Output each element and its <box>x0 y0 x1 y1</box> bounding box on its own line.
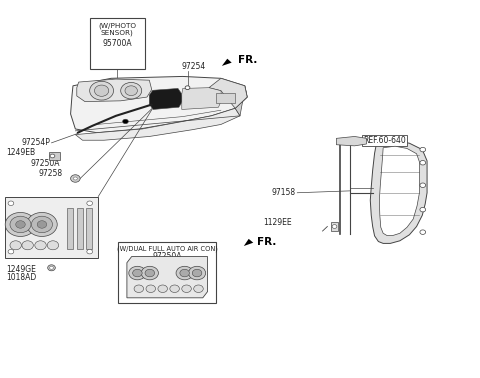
Circle shape <box>420 183 426 187</box>
Polygon shape <box>127 257 207 298</box>
Circle shape <box>50 154 55 158</box>
Bar <box>118 242 216 304</box>
Bar <box>90 18 144 69</box>
Text: 97254: 97254 <box>182 62 206 71</box>
Bar <box>86 208 92 249</box>
Text: SENSOR): SENSOR) <box>101 29 133 36</box>
Circle shape <box>185 86 190 90</box>
Bar <box>331 222 338 231</box>
Circle shape <box>194 285 203 293</box>
Polygon shape <box>149 88 183 110</box>
Circle shape <box>134 285 144 293</box>
Text: 1129EE: 1129EE <box>263 217 291 226</box>
Polygon shape <box>235 86 247 116</box>
Circle shape <box>146 285 156 293</box>
Circle shape <box>170 285 180 293</box>
Circle shape <box>332 225 337 228</box>
Circle shape <box>125 86 137 96</box>
Text: FR.: FR. <box>257 237 276 247</box>
Circle shape <box>420 208 426 212</box>
Text: FR.: FR. <box>238 54 257 65</box>
Text: 1018AD: 1018AD <box>6 273 36 282</box>
Bar <box>5 197 98 259</box>
Circle shape <box>420 230 426 234</box>
Circle shape <box>5 212 36 237</box>
Polygon shape <box>370 140 427 243</box>
Circle shape <box>16 221 25 228</box>
Circle shape <box>10 241 22 250</box>
Circle shape <box>182 285 192 293</box>
Circle shape <box>129 266 146 280</box>
Text: 1249GE: 1249GE <box>6 265 36 274</box>
Circle shape <box>158 285 168 293</box>
Polygon shape <box>75 108 240 140</box>
Text: 97158: 97158 <box>271 188 295 197</box>
Polygon shape <box>209 78 247 108</box>
Circle shape <box>90 81 114 100</box>
Circle shape <box>32 216 52 233</box>
Text: 97258: 97258 <box>38 169 63 178</box>
Polygon shape <box>71 76 247 133</box>
Circle shape <box>95 85 109 96</box>
Circle shape <box>420 147 426 152</box>
Bar <box>77 208 83 249</box>
Circle shape <box>122 119 128 124</box>
Circle shape <box>180 269 190 277</box>
Text: (W/DUAL FULL AUTO AIR CON): (W/DUAL FULL AUTO AIR CON) <box>117 245 217 252</box>
Text: 1249EB: 1249EB <box>6 149 36 158</box>
Polygon shape <box>379 146 420 235</box>
Circle shape <box>141 266 158 280</box>
Circle shape <box>48 265 55 271</box>
Circle shape <box>420 161 426 165</box>
Circle shape <box>22 241 34 250</box>
Circle shape <box>10 216 31 233</box>
Circle shape <box>27 212 57 237</box>
Circle shape <box>47 241 59 250</box>
Circle shape <box>71 175 80 182</box>
Text: 97250A: 97250A <box>31 160 60 168</box>
Circle shape <box>73 177 77 180</box>
Circle shape <box>8 201 14 206</box>
Circle shape <box>145 269 155 277</box>
Text: 95700A: 95700A <box>102 39 132 48</box>
Circle shape <box>49 266 53 269</box>
Circle shape <box>176 266 193 280</box>
Circle shape <box>189 266 205 280</box>
Circle shape <box>8 249 14 254</box>
Polygon shape <box>49 152 60 160</box>
Polygon shape <box>336 136 366 146</box>
Circle shape <box>37 221 47 228</box>
Circle shape <box>120 82 142 99</box>
Polygon shape <box>222 59 232 66</box>
Text: (W/PHOTO: (W/PHOTO <box>98 23 136 29</box>
Polygon shape <box>77 79 152 102</box>
Text: REF.60-640: REF.60-640 <box>363 136 406 145</box>
Circle shape <box>192 269 202 277</box>
Polygon shape <box>244 239 253 246</box>
Circle shape <box>87 249 93 254</box>
Circle shape <box>35 241 46 250</box>
Bar <box>216 93 235 103</box>
Text: 97254P: 97254P <box>22 138 50 147</box>
Polygon shape <box>182 88 222 110</box>
Circle shape <box>87 201 93 206</box>
Bar <box>67 208 73 249</box>
Text: 97250A: 97250A <box>153 252 182 261</box>
Circle shape <box>132 269 142 277</box>
